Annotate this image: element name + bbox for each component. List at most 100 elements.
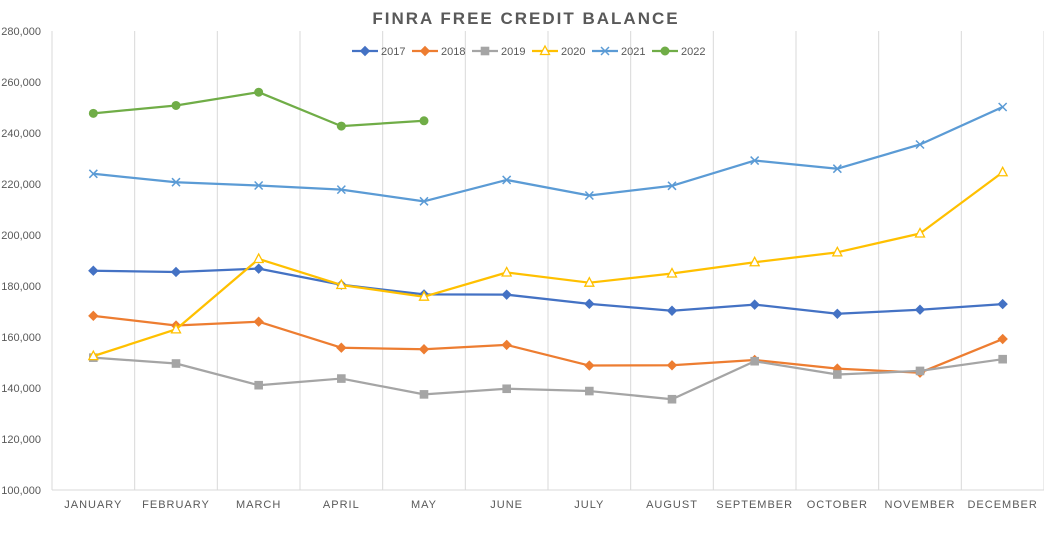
legend-label: 2020 [561, 46, 585, 58]
data-point [666, 267, 678, 278]
gridlines [51, 31, 1044, 490]
data-point [833, 370, 842, 379]
data-point [831, 245, 843, 257]
data-point [418, 290, 430, 301]
data-point [171, 100, 181, 110]
data-point [915, 139, 925, 150]
x-tick-label: AUGUST [646, 499, 698, 511]
series-2019 [89, 353, 1007, 404]
x-tick-label: MAY [411, 499, 437, 511]
data-point [337, 374, 346, 383]
data-point [336, 342, 347, 353]
data-point [832, 308, 843, 320]
y-tick-label: 160,000 [1, 332, 41, 344]
data-point [914, 227, 926, 238]
legend-item: 2017 [352, 45, 405, 58]
x-tick-label: APRIL [323, 499, 360, 511]
data-point [502, 384, 511, 394]
series-line [93, 267, 1003, 315]
legend-item: 2018 [412, 45, 465, 58]
series-line [93, 356, 1003, 401]
data-point [583, 276, 595, 287]
series-2020 [87, 165, 1009, 361]
legend-label: 2019 [501, 46, 525, 58]
data-point [171, 177, 181, 187]
series-2022 [88, 87, 429, 131]
data-point [666, 360, 678, 371]
y-tick-label: 240,000 [1, 128, 41, 140]
legend-label: 2022 [681, 46, 705, 58]
data-point [88, 169, 98, 179]
legend: 2017 2018 2019 2020 2021 2022 [352, 44, 705, 58]
x-tick-label: OCTOBER [807, 499, 868, 511]
y-tick-label: 100,000 [1, 485, 41, 497]
data-point [253, 252, 265, 264]
data-point [170, 322, 182, 334]
data-point [171, 359, 181, 368]
data-point [749, 255, 761, 267]
data-point [501, 289, 512, 300]
data-point [359, 45, 371, 57]
y-tick-label: 220,000 [1, 179, 41, 191]
data-point [997, 333, 1008, 345]
data-point [419, 196, 429, 206]
data-point [997, 298, 1008, 310]
data-point [253, 316, 264, 327]
data-point [750, 156, 760, 166]
x-tick-label: SEPTEMBER [716, 499, 793, 511]
data-point [254, 380, 263, 390]
axes: 100,000 120,000 140,000 160,000 180,000 200,0… [1, 26, 1044, 511]
data-point [584, 360, 595, 371]
y-tick-label: 120,000 [1, 434, 41, 446]
data-point [480, 46, 490, 56]
data-point [501, 339, 512, 351]
series-line [93, 314, 1004, 374]
data-point [832, 164, 842, 174]
legend-item: 2019 [472, 46, 525, 58]
data-point [667, 181, 677, 191]
legend-item: 2020 [532, 44, 585, 58]
series-2021 [88, 102, 1008, 206]
x-tick-label: NOVEMBER [885, 499, 956, 511]
data-point [336, 185, 346, 195]
data-point [253, 263, 264, 274]
x-tick-label: DECEMBER [967, 499, 1037, 511]
data-point [539, 44, 551, 56]
data-point [998, 354, 1007, 364]
data-point [88, 310, 99, 322]
data-point [87, 349, 99, 361]
x-tick-label: JULY [574, 499, 604, 511]
legend-item: 2022 [652, 46, 705, 58]
data-point [336, 121, 346, 131]
y-tick-label: 200,000 [1, 230, 41, 242]
data-point [335, 278, 347, 290]
data-point [749, 299, 760, 310]
data-point [585, 386, 594, 396]
series-line [93, 105, 1004, 203]
data-point [254, 180, 264, 191]
data-point [750, 356, 759, 366]
data-point [88, 108, 98, 118]
data-point [600, 46, 610, 56]
data-point [88, 265, 99, 276]
data-point [915, 366, 925, 376]
legend-label: 2018 [441, 46, 465, 58]
data-point [666, 305, 678, 316]
y-tick-label: 140,000 [1, 383, 41, 395]
data-point [170, 266, 182, 278]
y-tick-label: 180,000 [1, 281, 41, 293]
data-point [584, 298, 595, 310]
legend-label: 2017 [381, 46, 405, 58]
series-line [92, 171, 1004, 358]
chart-title: FINRA FREE CREDIT BALANCE [372, 9, 679, 28]
legend-item: 2021 [592, 46, 645, 58]
data-point [502, 175, 512, 185]
data-point [584, 190, 594, 201]
data-point [418, 344, 430, 355]
x-tick-label: MARCH [236, 499, 281, 511]
data-point [997, 165, 1009, 177]
x-tick-label: JANUARY [64, 499, 122, 511]
data-point [998, 102, 1008, 112]
